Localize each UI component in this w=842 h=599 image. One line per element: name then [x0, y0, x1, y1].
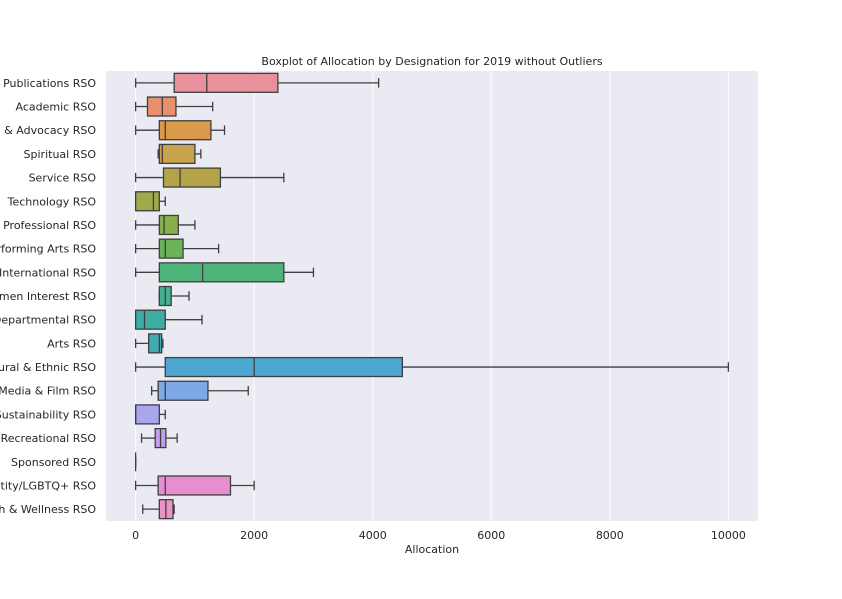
category-label: Technology RSO: [7, 195, 97, 208]
category-label: entity/LGBTQ+ RSO: [0, 479, 96, 492]
x-tick-labels: 0 2000 4000 6000 8000 10000: [132, 529, 746, 542]
category-label: ltural & Ethnic RSO: [0, 361, 96, 374]
x-tick-label: 2000: [240, 529, 268, 542]
x-tick-label: 0: [132, 529, 139, 542]
box-group: [134, 333, 164, 354]
category-label: Departmental RSO: [0, 314, 96, 327]
box-group: [134, 167, 285, 188]
category-label: Vomen Interest RSO: [0, 290, 96, 303]
box-group: [142, 499, 175, 520]
category-label: Sponsored RSO: [11, 456, 96, 469]
x-tick-label: 10000: [711, 529, 746, 542]
category-label: Recreational RSO: [1, 432, 97, 445]
x-axis-label: Allocation: [405, 543, 459, 556]
category-label: Academic RSO: [16, 101, 97, 114]
box-iqr: [157, 380, 209, 401]
category-label: al & Advocacy RSO: [0, 124, 96, 137]
category-label: erforming Arts RSO: [0, 243, 96, 256]
box-iqr: [134, 404, 160, 425]
category-label: Arts RSO: [47, 337, 96, 350]
chart-title: Boxplot of Allocation by Designation for…: [261, 55, 602, 68]
box-group: [150, 380, 249, 401]
box-group: [158, 285, 190, 307]
box-iqr: [157, 475, 232, 496]
category-label: Sustainability RSO: [0, 408, 96, 421]
box-iqr: [164, 356, 404, 378]
box-group: [140, 427, 178, 449]
category-label: Service RSO: [29, 172, 97, 185]
category-label: th & Wellness RSO: [0, 503, 96, 516]
box-iqr: [148, 333, 163, 354]
category-label: Professional RSO: [3, 219, 96, 232]
x-tick-label: 6000: [477, 529, 505, 542]
box-iqr: [134, 191, 160, 212]
category-label: y/International RSO: [0, 266, 96, 279]
box-group: [134, 191, 166, 212]
category-label: Media & Film RSO: [0, 385, 96, 398]
box-group: [134, 404, 166, 425]
box-group: [134, 72, 380, 93]
box-group: [157, 143, 202, 165]
box-iqr: [158, 143, 196, 165]
box-iqr: [162, 167, 222, 188]
box-layer: [134, 72, 730, 520]
box-group: [134, 309, 203, 330]
box-group: [134, 214, 196, 236]
box-iqr: [158, 262, 285, 283]
box-group: [134, 238, 220, 259]
plot-background: [106, 71, 758, 521]
box-group: [134, 356, 730, 378]
box-group: [134, 475, 255, 496]
box-group: [134, 96, 214, 117]
category-label: Spiritual RSO: [24, 148, 97, 161]
box-iqr: [173, 72, 279, 93]
box-iqr: [158, 214, 179, 236]
box-group: [134, 120, 226, 141]
x-tick-label: 8000: [596, 529, 624, 542]
grid-layer: [135, 71, 729, 521]
box-iqr: [158, 120, 212, 141]
box-iqr: [158, 238, 184, 259]
box-group: [134, 262, 315, 283]
x-tick-label: 4000: [359, 529, 387, 542]
category-label: Publications RSO: [3, 77, 96, 90]
box-iqr: [134, 309, 166, 330]
category-labels: Publications RSO Academic RSO al & Advocac…: [0, 77, 96, 516]
